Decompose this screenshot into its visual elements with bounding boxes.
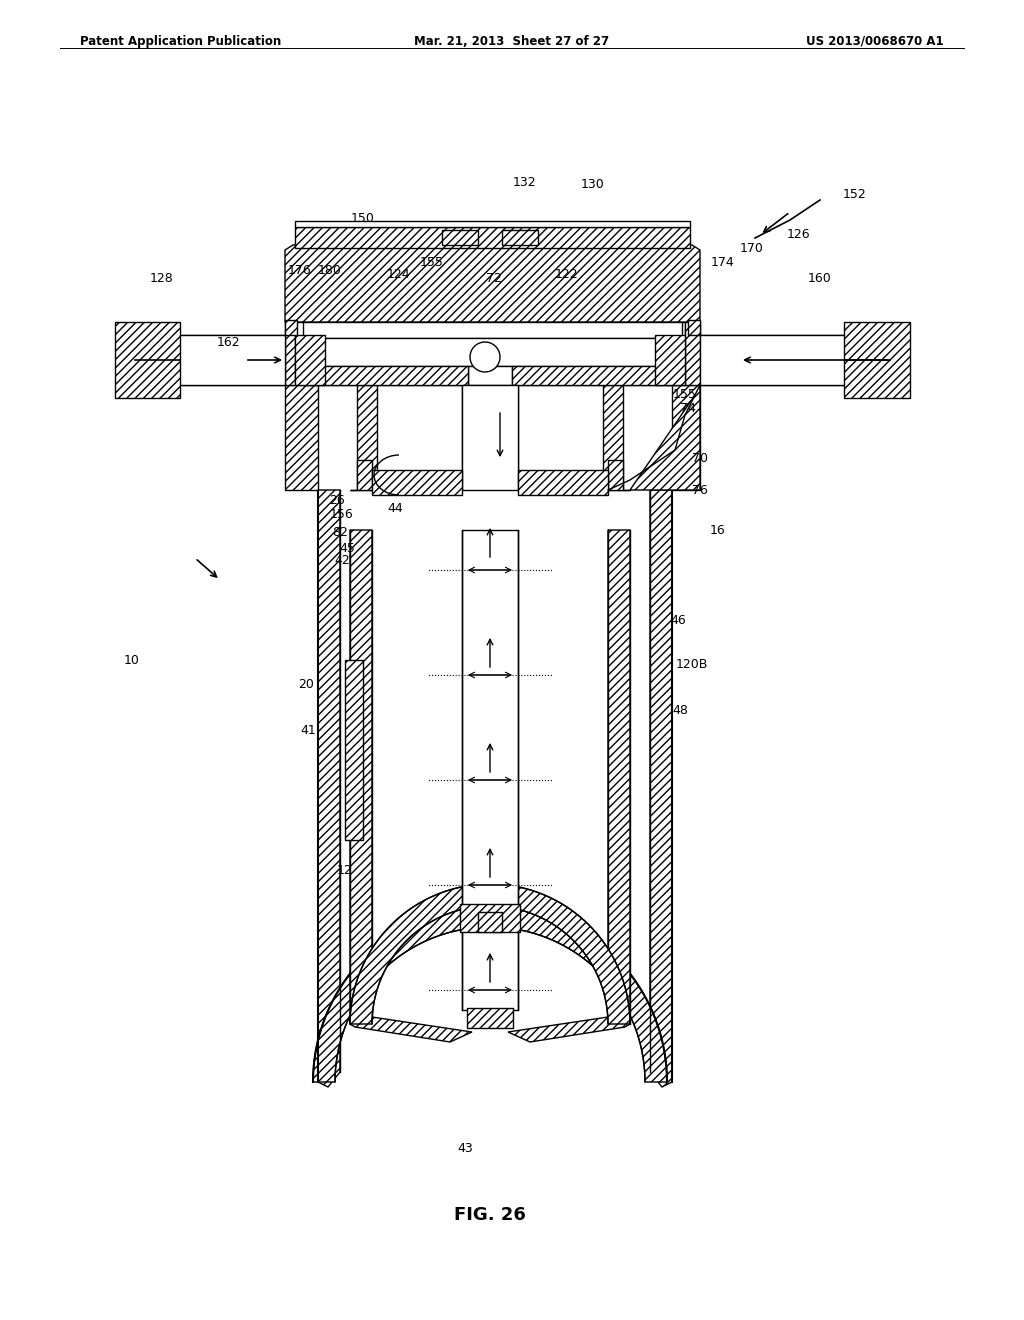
Polygon shape bbox=[468, 366, 512, 385]
Text: US 2013/0068670 A1: US 2013/0068670 A1 bbox=[806, 36, 944, 48]
Bar bbox=[180, 335, 285, 385]
Text: 16: 16 bbox=[710, 524, 726, 536]
Text: 156: 156 bbox=[330, 508, 354, 521]
Text: 176: 176 bbox=[288, 264, 312, 276]
Polygon shape bbox=[608, 459, 630, 490]
Text: 122: 122 bbox=[554, 268, 578, 281]
Polygon shape bbox=[603, 385, 623, 490]
Polygon shape bbox=[685, 322, 700, 385]
Bar bbox=[345, 660, 362, 840]
Polygon shape bbox=[350, 531, 472, 1041]
Polygon shape bbox=[508, 531, 630, 1041]
Text: Patent Application Publication: Patent Application Publication bbox=[80, 36, 282, 48]
Text: 130: 130 bbox=[582, 178, 605, 191]
Polygon shape bbox=[295, 335, 325, 385]
Polygon shape bbox=[285, 319, 297, 335]
Polygon shape bbox=[318, 490, 340, 1086]
Bar bbox=[467, 1008, 513, 1028]
Bar bbox=[295, 322, 685, 385]
Text: 124: 124 bbox=[386, 268, 410, 281]
Text: 120B: 120B bbox=[676, 659, 709, 672]
Polygon shape bbox=[655, 335, 685, 385]
Text: 152: 152 bbox=[843, 189, 867, 202]
Text: 45: 45 bbox=[339, 541, 355, 554]
Bar bbox=[462, 531, 518, 1010]
Polygon shape bbox=[115, 322, 285, 399]
Text: 162: 162 bbox=[216, 335, 240, 348]
Text: FIG. 26: FIG. 26 bbox=[454, 1206, 526, 1224]
Polygon shape bbox=[285, 385, 318, 490]
Text: 70: 70 bbox=[692, 451, 708, 465]
Text: 128: 128 bbox=[151, 272, 174, 285]
Polygon shape bbox=[285, 246, 700, 322]
Text: 20: 20 bbox=[298, 678, 314, 692]
Bar bbox=[295, 220, 690, 227]
Polygon shape bbox=[630, 385, 700, 490]
Polygon shape bbox=[285, 322, 295, 385]
Polygon shape bbox=[672, 385, 700, 490]
Text: 48: 48 bbox=[672, 704, 688, 717]
Text: 74: 74 bbox=[680, 401, 696, 414]
Text: 132: 132 bbox=[512, 176, 536, 189]
Polygon shape bbox=[502, 230, 538, 246]
Text: 150: 150 bbox=[351, 211, 375, 224]
Text: 12: 12 bbox=[337, 863, 353, 876]
Text: 43: 43 bbox=[457, 1142, 473, 1155]
Text: 72: 72 bbox=[486, 272, 502, 285]
Text: 26: 26 bbox=[329, 494, 345, 507]
Bar bbox=[700, 335, 844, 385]
Text: 82: 82 bbox=[332, 525, 348, 539]
Polygon shape bbox=[372, 470, 462, 495]
Polygon shape bbox=[350, 459, 372, 490]
Text: 155: 155 bbox=[420, 256, 444, 268]
Polygon shape bbox=[442, 230, 478, 246]
Text: 180: 180 bbox=[318, 264, 342, 276]
Bar bbox=[478, 912, 502, 932]
Text: 160: 160 bbox=[808, 272, 831, 285]
Text: 174: 174 bbox=[711, 256, 735, 268]
Polygon shape bbox=[650, 490, 672, 1086]
Polygon shape bbox=[295, 227, 690, 248]
Polygon shape bbox=[303, 366, 468, 385]
Text: 170: 170 bbox=[740, 242, 764, 255]
Text: 126: 126 bbox=[786, 228, 810, 242]
Text: 44: 44 bbox=[387, 502, 402, 515]
Polygon shape bbox=[357, 385, 377, 490]
Text: Mar. 21, 2013  Sheet 27 of 27: Mar. 21, 2013 Sheet 27 of 27 bbox=[415, 36, 609, 48]
Text: 41: 41 bbox=[300, 723, 315, 737]
Text: 76: 76 bbox=[692, 483, 708, 496]
Polygon shape bbox=[518, 470, 608, 495]
Text: 155: 155 bbox=[673, 388, 697, 401]
Polygon shape bbox=[303, 338, 677, 366]
Polygon shape bbox=[462, 385, 518, 490]
Polygon shape bbox=[460, 904, 520, 932]
Polygon shape bbox=[350, 884, 630, 1024]
Text: 42: 42 bbox=[334, 553, 350, 566]
Text: 10: 10 bbox=[124, 653, 140, 667]
Text: 46: 46 bbox=[670, 614, 686, 627]
Polygon shape bbox=[688, 319, 700, 335]
Polygon shape bbox=[313, 906, 667, 1082]
Circle shape bbox=[470, 342, 500, 372]
Polygon shape bbox=[512, 366, 677, 385]
Polygon shape bbox=[700, 322, 910, 399]
